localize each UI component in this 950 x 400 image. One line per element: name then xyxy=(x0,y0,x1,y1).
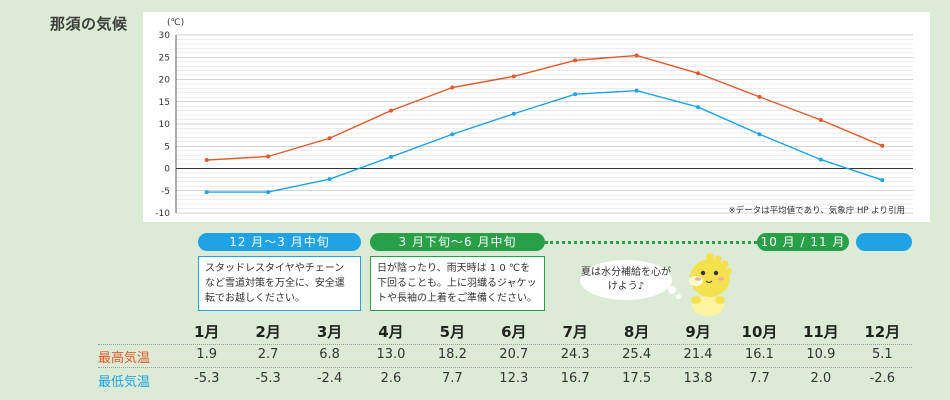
table-separator xyxy=(98,367,912,368)
chart-y-ticks: 30 25 20 15 10 5 0 -5 -10 xyxy=(155,31,170,219)
winter-note: スタッドレスタイヤやチェーンなど雪道対策を万全に、安全運転でお越しください。 xyxy=(198,256,361,311)
min-temp-point xyxy=(696,105,701,110)
min-temp-cell: -5.3 xyxy=(194,371,220,386)
min-temp-point xyxy=(511,111,516,116)
month-header-cell: 1月 xyxy=(193,323,220,341)
summer-speech-bubble: 夏は水分補給を心がけよう♪ xyxy=(580,260,672,300)
season-spring-bar: 3 月下旬～6 月中旬 xyxy=(370,233,545,251)
max-temp-point xyxy=(266,154,271,159)
min-temp-line xyxy=(206,89,883,193)
summer-dotted-line xyxy=(545,241,757,244)
bubble-tail-dot xyxy=(668,286,676,294)
max-temp-cell: 25.4 xyxy=(622,347,652,362)
max-temp-point xyxy=(511,74,516,79)
chart-svg: 30 25 20 15 10 5 0 -5 -10 (℃) ※データは平均値であり、気象庁 HP… xyxy=(155,18,913,219)
min-temp-cell: 12.3 xyxy=(499,371,529,386)
max-temp-point xyxy=(388,108,393,113)
max-temp-cell: 18.2 xyxy=(437,347,467,362)
min-temp-cell: 2.6 xyxy=(380,371,402,386)
month-header-cell: 5月 xyxy=(439,323,466,341)
month-header-cell: 12月 xyxy=(864,323,901,341)
month-header-cell: 7月 xyxy=(562,323,588,341)
max-temp-cell: 16.1 xyxy=(744,347,774,362)
min-temp-point xyxy=(757,132,762,137)
min-temp-cell: 17.5 xyxy=(622,371,652,386)
month-header-cell: 4月 xyxy=(378,323,404,341)
max-temp-label: 最高気温 xyxy=(98,351,151,366)
y-tick-label: 5 xyxy=(164,142,170,152)
season-winter-end-bar xyxy=(856,233,912,251)
mascot-character-icon xyxy=(689,253,732,316)
season-autumn-bar: 10 月 / 11 月 xyxy=(757,233,849,251)
min-temp-cell: -2.6 xyxy=(869,371,895,386)
min-temp-point xyxy=(880,178,885,183)
page-title: 那須の気候 xyxy=(50,15,128,33)
bubble-tail-dot-small xyxy=(676,294,681,299)
min-temp-point xyxy=(266,190,271,195)
min-temp-cell: 16.7 xyxy=(560,371,590,386)
max-temp-point xyxy=(204,158,209,163)
max-temp-point xyxy=(634,53,639,58)
chart-grid xyxy=(175,34,913,214)
max-temp-point xyxy=(757,94,762,99)
max-temp-cell: 6.8 xyxy=(319,347,340,362)
min-temp-point xyxy=(634,88,639,93)
min-temp-cell: -2.4 xyxy=(316,371,343,386)
chart-series xyxy=(204,53,885,195)
min-temp-cell: -5.3 xyxy=(255,371,281,386)
max-temp-point xyxy=(880,143,885,148)
min-temp-cell: 7.7 xyxy=(749,371,770,386)
max-temp-cell: 21.4 xyxy=(683,347,713,362)
max-temp-point xyxy=(573,58,578,63)
min-temp-point xyxy=(204,190,209,195)
min-temp-point xyxy=(388,154,393,159)
month-header-cell: 11月 xyxy=(802,323,839,341)
max-temp-cell: 10.9 xyxy=(806,347,836,362)
month-header-cell: 2月 xyxy=(255,323,281,341)
min-temp-point xyxy=(573,92,578,97)
y-tick-label: 20 xyxy=(159,76,171,86)
season-winter-bar: 12 月～3 月中旬 xyxy=(198,233,361,251)
temperature-chart: 30 25 20 15 10 5 0 -5 -10 (℃) ※データは平均値であり、気象庁 HP… xyxy=(143,12,930,222)
min-temp-cell: 7.7 xyxy=(442,371,463,386)
y-tick-label: 30 xyxy=(159,31,171,41)
spring-note: 日が陰ったり、雨天時は 1 0 ℃を下回ることも。上に羽織るジャケットや長袖の上… xyxy=(370,256,545,311)
max-temp-point xyxy=(450,85,455,90)
month-header-cell: 9月 xyxy=(685,323,711,341)
max-temp-cell: 2.7 xyxy=(257,347,279,362)
month-header-cell: 10月 xyxy=(741,323,778,341)
max-temp-cell: 5.1 xyxy=(871,347,893,362)
min-temp-point xyxy=(327,177,332,182)
min-temp-cell: 13.8 xyxy=(683,371,713,386)
data-source-note: ※データは平均値であり、気象庁 HP より引用 xyxy=(729,205,905,216)
min-temp-label: 最低気温 xyxy=(98,375,151,390)
y-tick-label: 10 xyxy=(159,120,171,130)
max-temp-cell: 1.9 xyxy=(196,347,218,362)
y-tick-label: -10 xyxy=(155,209,170,219)
y-tick-label: -5 xyxy=(161,187,170,197)
max-temp-line xyxy=(206,54,883,161)
max-temp-cell: 13.0 xyxy=(376,347,406,362)
y-tick-label: 25 xyxy=(159,53,170,63)
max-temp-cell: 20.7 xyxy=(499,347,529,362)
max-temp-point xyxy=(327,136,332,141)
month-header-cell: 3月 xyxy=(316,323,343,341)
month-header-cell: 8月 xyxy=(623,323,650,341)
max-temp-cell: 24.3 xyxy=(560,347,590,362)
min-temp-point xyxy=(818,157,823,162)
month-header-cell: 6月 xyxy=(501,323,527,341)
max-temp-point xyxy=(818,117,823,122)
max-temp-point xyxy=(696,71,701,76)
table-separator xyxy=(98,344,912,345)
y-tick-label: 15 xyxy=(159,98,170,108)
y-tick-label: 0 xyxy=(164,165,170,175)
min-temp-cell: 2.0 xyxy=(810,371,832,386)
y-unit-label: (℃) xyxy=(167,18,184,28)
min-temp-point xyxy=(450,132,455,137)
